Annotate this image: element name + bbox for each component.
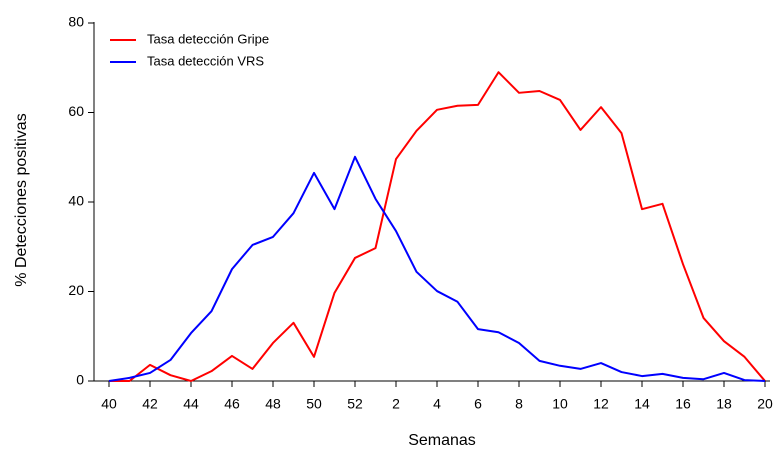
x-tick-label: 48 xyxy=(265,396,281,412)
legend-label: Tasa detección Gripe xyxy=(147,31,269,46)
x-tick-label: 52 xyxy=(347,396,363,412)
y-tick-label: 60 xyxy=(68,103,84,119)
data-line xyxy=(108,155,766,382)
x-tick-label: 8 xyxy=(515,396,523,412)
x-tick-label: 6 xyxy=(474,396,482,412)
y-tick-label: 20 xyxy=(68,282,84,298)
data-line xyxy=(109,71,766,382)
x-axis-label: Semanas xyxy=(408,432,476,449)
x-tick-label: 10 xyxy=(552,396,568,412)
y-axis-label: % Detecciones positivas xyxy=(13,113,30,286)
x-tick-label: 20 xyxy=(757,396,773,412)
x-tick-label: 14 xyxy=(634,396,650,412)
x-tick-label: 46 xyxy=(224,396,240,412)
x-tick-label: 16 xyxy=(675,396,691,412)
x-tick-label: 44 xyxy=(183,396,199,412)
x-tick-label: 12 xyxy=(593,396,609,412)
x-tick-label: 4 xyxy=(433,396,441,412)
legend-label: Tasa detección VRS xyxy=(147,53,264,68)
x-tick-label: 40 xyxy=(101,396,117,412)
y-tick-label: 40 xyxy=(68,193,84,209)
x-tick-label: 2 xyxy=(392,396,400,412)
x-tick-label: 50 xyxy=(306,396,322,412)
y-tick-label: 0 xyxy=(76,372,84,388)
x-tick-label: 18 xyxy=(716,396,732,412)
y-tick-label: 80 xyxy=(68,14,84,30)
x-tick-label: 42 xyxy=(142,396,158,412)
